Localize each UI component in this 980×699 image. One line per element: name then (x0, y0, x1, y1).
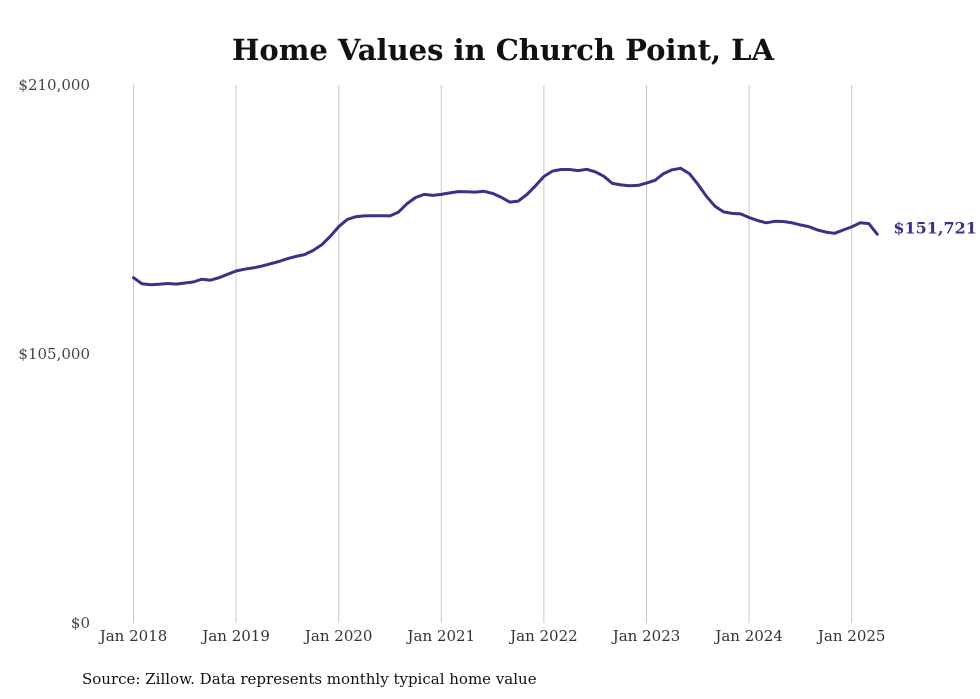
x-tick-label: Jan 2018 (98, 627, 168, 645)
x-tick-label: Jan 2019 (200, 627, 270, 645)
x-tick-label: Jan 2025 (816, 627, 886, 645)
end-value-label: $151,721 (893, 218, 977, 237)
x-tick-label: Jan 2020 (303, 627, 373, 645)
x-axis-ticks: Jan 2018 Jan 2019 Jan 2020 Jan 2021 Jan 2022… (98, 627, 886, 645)
x-tick-label: Jan 2021 (406, 627, 476, 645)
chart-title: Home Values in Church Point, LA (232, 33, 775, 67)
y-tick-label: $0 (71, 614, 90, 632)
x-tick-label: Jan 2023 (611, 627, 681, 645)
series-line (132, 166, 879, 287)
y-tick-label: $210,000 (18, 76, 90, 94)
x-tick-label: Jan 2024 (713, 627, 783, 645)
source-note: Source: Zillow. Data represents monthly … (82, 670, 537, 688)
y-tick-label: $105,000 (18, 345, 90, 363)
y-axis-ticks: $0 $105,000 $210,000 (18, 76, 90, 632)
grid-layer (133, 85, 853, 623)
x-tick-label: Jan 2022 (508, 627, 578, 645)
